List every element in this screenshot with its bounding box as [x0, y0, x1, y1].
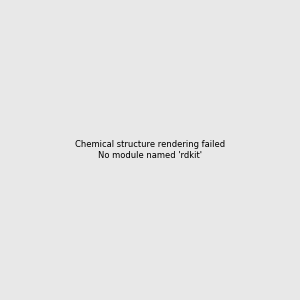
Text: Chemical structure rendering failed
No module named 'rdkit': Chemical structure rendering failed No m…	[75, 140, 225, 160]
